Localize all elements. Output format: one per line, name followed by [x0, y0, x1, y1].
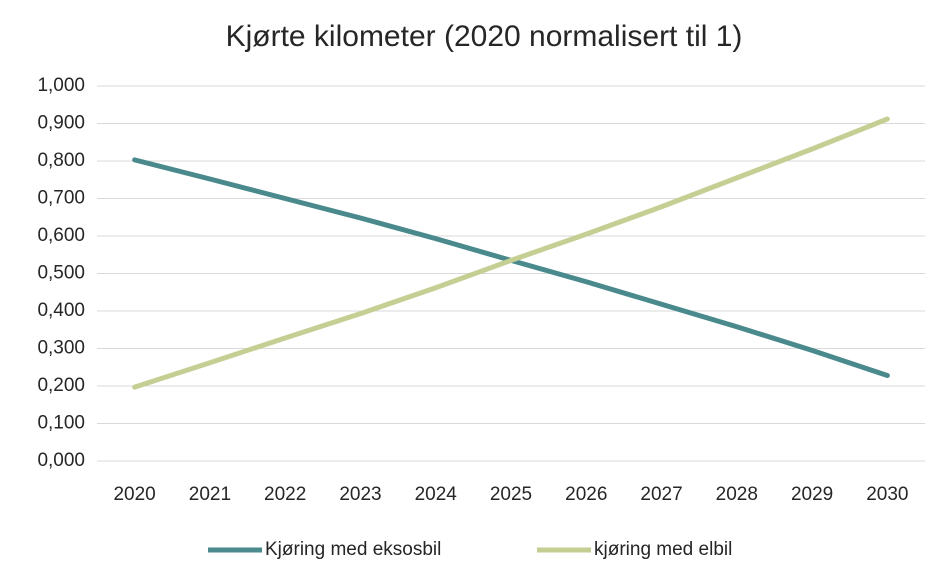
- legend-label: kjøring med elbil: [594, 539, 732, 560]
- series-line: [132, 116, 890, 390]
- x-tick-label: 2029: [791, 484, 833, 505]
- x-tick-label: 2027: [640, 484, 682, 505]
- y-tick-label: 0,400: [37, 300, 85, 321]
- x-tick-label: 2023: [339, 484, 381, 505]
- x-tick-label: 2025: [490, 484, 532, 505]
- y-tick-label: 0,000: [37, 450, 85, 471]
- y-tick-label: 0,900: [37, 113, 85, 134]
- x-tick-label: 2030: [866, 484, 908, 505]
- x-tick-label: 2028: [716, 484, 758, 505]
- y-tick-label: 0,500: [37, 263, 85, 284]
- x-tick-label: 2024: [415, 484, 458, 505]
- y-tick-label: 0,800: [37, 150, 85, 171]
- series-line: [132, 157, 890, 378]
- x-tick-label: 2026: [565, 484, 607, 505]
- y-tick-label: 0,100: [37, 413, 85, 434]
- y-tick-label: 1,000: [37, 75, 85, 96]
- x-tick-label: 2022: [264, 484, 306, 505]
- legend-label: Kjøring med eksosbil: [265, 539, 441, 560]
- chart-title: Kjørte kilometer (2020 normalisert til 1…: [226, 20, 743, 53]
- y-tick-label: 0,200: [37, 375, 85, 396]
- y-tick-label: 0,600: [37, 225, 85, 246]
- y-tick-label: 0,300: [37, 338, 85, 359]
- x-tick-label: 2021: [189, 484, 231, 505]
- y-tick-label: 0,700: [37, 188, 85, 209]
- x-tick-label: 2020: [113, 484, 155, 505]
